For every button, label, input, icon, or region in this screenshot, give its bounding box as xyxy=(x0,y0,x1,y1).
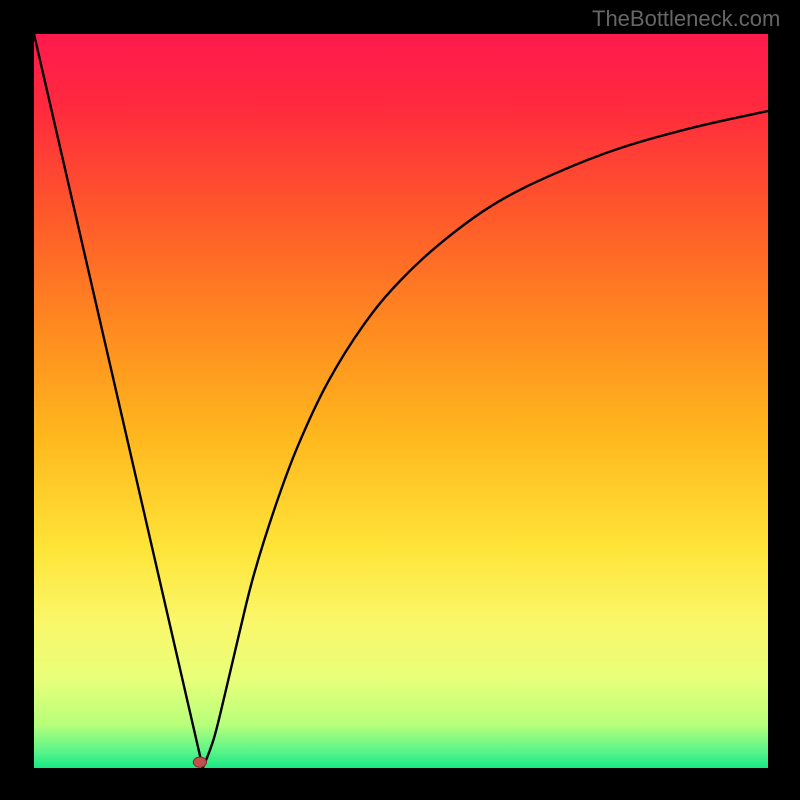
chart-frame: TheBottleneck.com xyxy=(0,0,800,800)
plot-area xyxy=(34,34,768,768)
watermark-label: TheBottleneck.com xyxy=(592,6,780,32)
gradient-background xyxy=(34,34,768,768)
chart-svg xyxy=(34,34,768,768)
optimal-point-marker xyxy=(193,757,206,767)
